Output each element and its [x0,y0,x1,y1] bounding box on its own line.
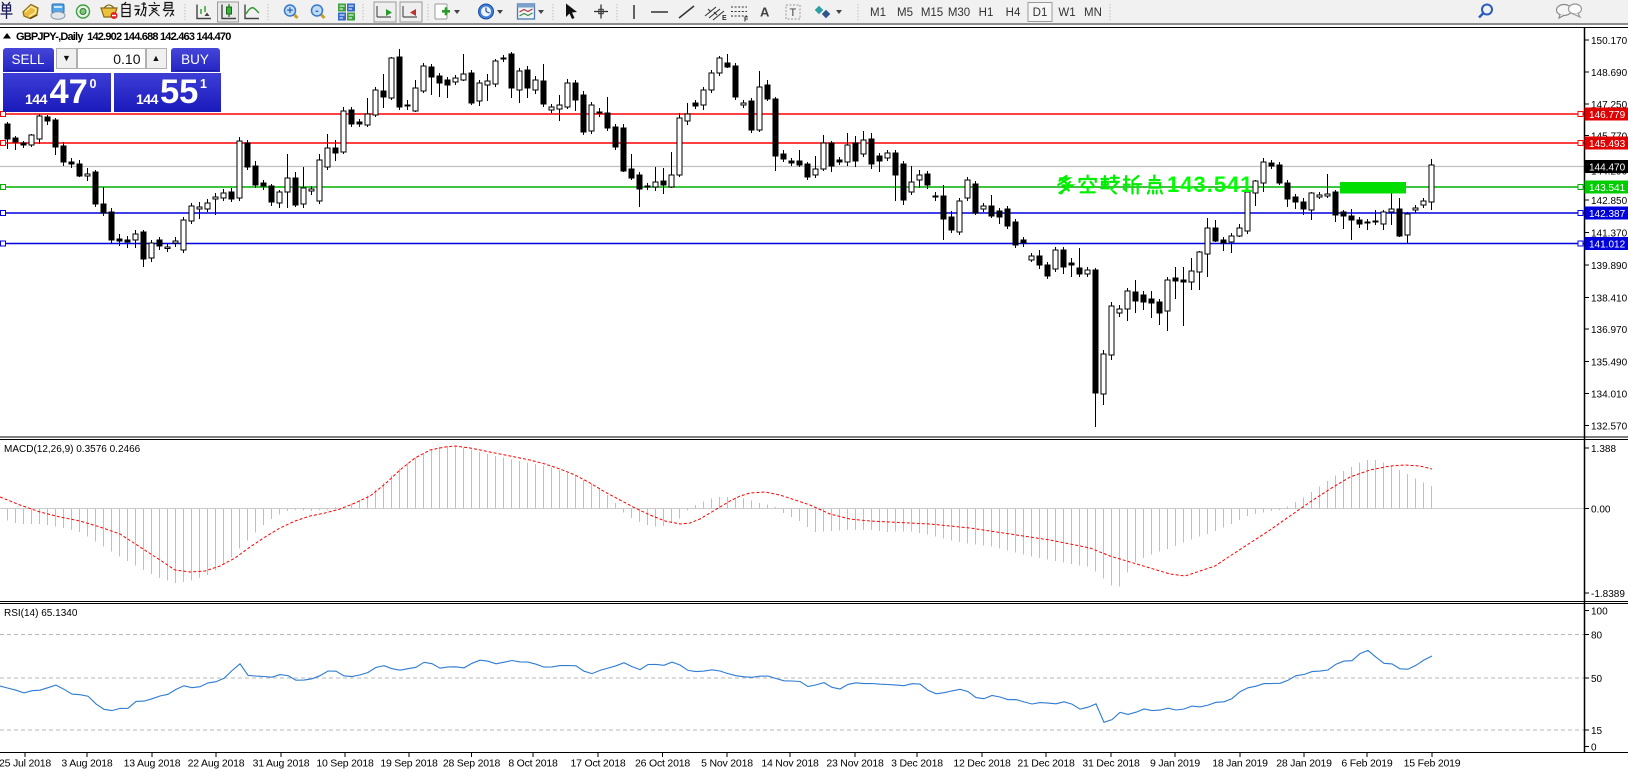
svg-text:14 Nov 2018: 14 Nov 2018 [761,758,819,770]
svg-text:28 Jan 2019: 28 Jan 2019 [1276,758,1332,770]
svg-text:F: F [744,17,749,24]
svg-text:A: A [760,5,770,20]
svg-text:150.170: 150.170 [1591,36,1628,47]
svg-text:5 Nov 2018: 5 Nov 2018 [701,758,753,770]
svg-text:136.970: 136.970 [1591,325,1628,336]
svg-text:21 Dec 2018: 21 Dec 2018 [1017,758,1075,770]
svg-text:144.470: 144.470 [1589,163,1626,174]
svg-text:0.00: 0.00 [1591,505,1611,516]
svg-text:31 Dec 2018: 31 Dec 2018 [1082,758,1140,770]
svg-text:13 Aug 2018: 13 Aug 2018 [124,758,181,770]
svg-text:15: 15 [1591,726,1603,737]
svg-text:132.570: 132.570 [1591,422,1628,433]
svg-text:3 Dec 2018: 3 Dec 2018 [891,758,943,770]
svg-text:25 Jul 2018: 25 Jul 2018 [0,758,51,770]
svg-text:D1: D1 [1033,7,1048,19]
svg-text:M5: M5 [897,7,913,19]
svg-text:143.541: 143.541 [1167,172,1254,197]
svg-text:15 Feb 2019: 15 Feb 2019 [1404,758,1461,770]
svg-text:28 Sep 2018: 28 Sep 2018 [443,758,501,770]
svg-text:8 Oct 2018: 8 Oct 2018 [508,758,558,770]
svg-text:9 Jan 2019: 9 Jan 2019 [1150,758,1200,770]
svg-text:6 Feb 2019: 6 Feb 2019 [1341,758,1392,770]
svg-text:23 Nov 2018: 23 Nov 2018 [826,758,884,770]
svg-text:12 Dec 2018: 12 Dec 2018 [953,758,1011,770]
svg-text:H1: H1 [979,7,994,19]
svg-text:T: T [790,7,797,19]
svg-text:50: 50 [1591,674,1603,685]
svg-text:147.250: 147.250 [1591,100,1628,111]
svg-text:RSI(14) 65.1340: RSI(14) 65.1340 [4,608,78,619]
svg-text:135.490: 135.490 [1591,358,1628,369]
svg-text:22 Aug 2018: 22 Aug 2018 [188,758,245,770]
svg-text:MACD(12,26,9) 0.3576 0.2466: MACD(12,26,9) 0.3576 0.2466 [4,444,141,455]
svg-text:142.850: 142.850 [1591,196,1628,207]
svg-text:10 Sep 2018: 10 Sep 2018 [316,758,374,770]
svg-text:18 Jan 2019: 18 Jan 2019 [1212,758,1268,770]
svg-text:M15: M15 [921,7,943,19]
svg-text:17 Oct 2018: 17 Oct 2018 [570,758,625,770]
svg-text:141.012: 141.012 [1589,240,1626,251]
svg-text:141.370: 141.370 [1591,229,1628,240]
svg-text:M1: M1 [870,7,886,19]
svg-text:-: - [315,5,319,17]
svg-text:M30: M30 [948,7,970,19]
svg-text:134.010: 134.010 [1591,390,1628,401]
svg-text:+: + [287,5,293,17]
svg-text:0: 0 [1591,743,1597,754]
svg-text:MN: MN [1084,7,1102,19]
svg-text:26 Oct 2018: 26 Oct 2018 [635,758,690,770]
svg-text:E: E [722,15,727,22]
svg-text:80: 80 [1591,631,1603,642]
svg-text:31 Aug 2018: 31 Aug 2018 [253,758,310,770]
svg-text:146.779: 146.779 [1589,110,1626,121]
svg-text:138.410: 138.410 [1591,294,1628,305]
svg-text:W1: W1 [1058,7,1075,19]
svg-text:H4: H4 [1006,7,1021,19]
svg-text:GBPJPY-,Daily 142.902 144.688: GBPJPY-,Daily 142.902 144.688 142.463 14… [16,31,231,43]
svg-text:139.890: 139.890 [1591,261,1628,272]
svg-text:145.493: 145.493 [1589,139,1626,150]
svg-text:143.541: 143.541 [1589,183,1626,194]
svg-text:3 Aug 2018: 3 Aug 2018 [61,758,112,770]
svg-text:1.388: 1.388 [1591,444,1616,455]
svg-text:142.387: 142.387 [1589,209,1626,220]
svg-text:100: 100 [1591,607,1608,618]
svg-text:19 Sep 2018: 19 Sep 2018 [380,758,438,770]
svg-text:148.690: 148.690 [1591,68,1628,79]
svg-text:-1.8389: -1.8389 [1591,589,1625,600]
